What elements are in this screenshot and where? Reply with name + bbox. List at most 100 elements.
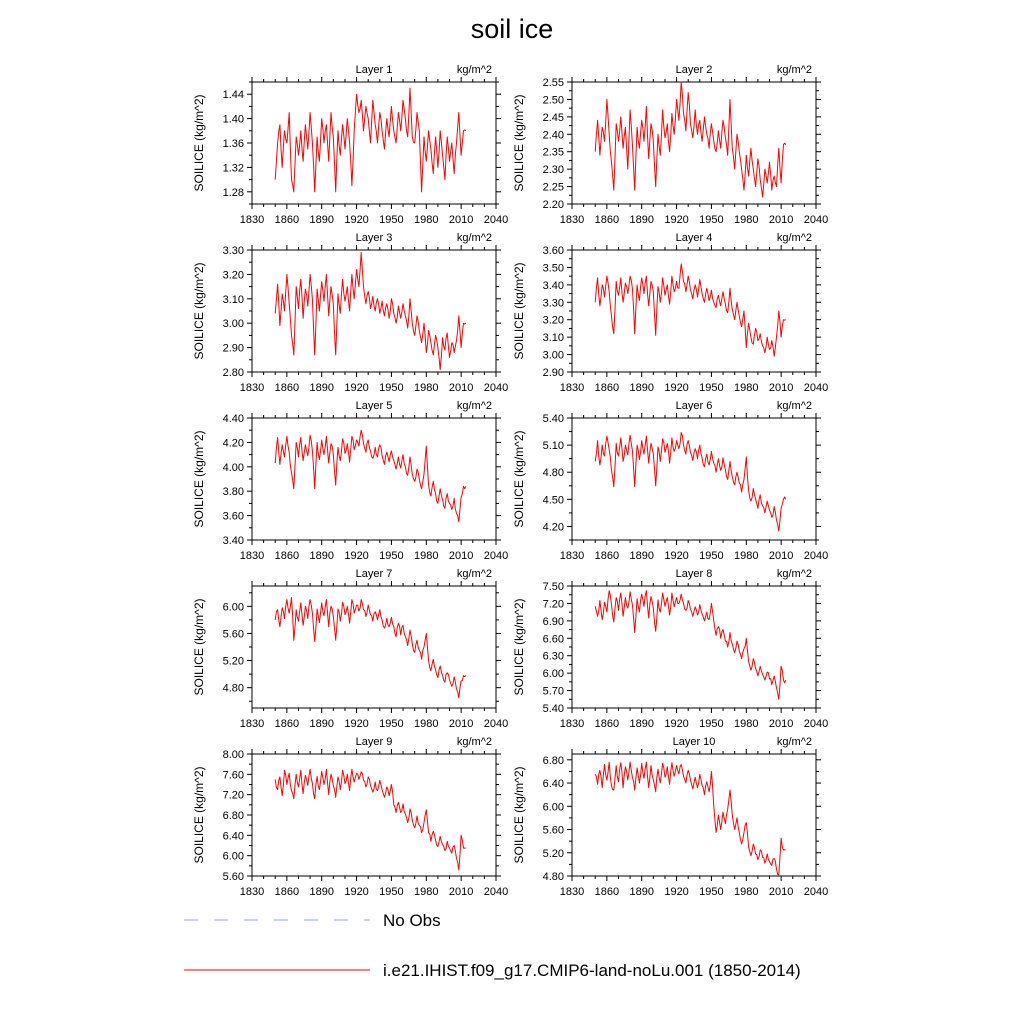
x-tick-label: 1890 (629, 214, 653, 226)
x-tick-label: 2040 (484, 214, 508, 226)
x-tick-label: 2010 (769, 886, 793, 898)
x-tick-label: 2040 (484, 550, 508, 562)
y-tick-label: 5.60 (543, 825, 564, 837)
legend-swatch-model-run (184, 969, 370, 971)
y-tick-label: 3.40 (543, 280, 564, 292)
page-title: soil ice (470, 14, 554, 44)
y-tick-label: 2.20 (543, 199, 564, 211)
y-tick-label: 4.40 (223, 413, 244, 425)
x-tick-label: 1830 (240, 382, 264, 394)
y-tick-label: 2.35 (543, 147, 564, 159)
y-axis-label: SOILICE (kg/m^2) (512, 431, 526, 528)
x-tick-label: 1890 (309, 550, 333, 562)
x-tick-label: 1860 (595, 382, 619, 394)
panel-title: Layer 2 (676, 64, 713, 76)
x-tick-label: 1920 (344, 214, 368, 226)
y-tick-label: 2.50 (543, 94, 564, 106)
x-tick-label: 1860 (275, 718, 299, 730)
y-tick-label: 2.90 (223, 343, 244, 355)
x-tick-label: 1860 (275, 382, 299, 394)
y-tick-label: 6.00 (543, 801, 564, 813)
chart-panel-layer-5: 1830 1860 1890 1920 1950 1980 2010 2040 3.40 3.60… (192, 400, 508, 562)
series-line-model (274, 597, 467, 699)
y-tick-label: 1.40 (223, 114, 244, 126)
panel-title: Layer 8 (676, 568, 713, 580)
y-tick-label: 6.40 (543, 778, 564, 790)
x-tick-label: 1920 (664, 886, 688, 898)
chart-panel-layer-9: 1830 1860 1890 1920 1950 1980 2010 2040 5.60 6.00… (192, 736, 508, 898)
y-tick-label: 5.70 (543, 686, 564, 698)
x-tick-label: 1890 (309, 382, 333, 394)
panel-units: kg/m^2 (777, 400, 812, 412)
chart-panel-layer-4: 1830 1860 1890 1920 1950 1980 2010 2040 2.90 3.00… (512, 232, 828, 394)
y-tick-label: 7.50 (543, 581, 564, 593)
y-tick-label: 2.30 (543, 164, 564, 176)
x-tick-label: 1890 (629, 382, 653, 394)
x-tick-label: 1920 (664, 718, 688, 730)
x-tick-label: 2010 (449, 886, 473, 898)
x-tick-label: 1920 (344, 718, 368, 730)
legend-swatch-no-obs (184, 919, 370, 921)
y-tick-label: 3.30 (223, 245, 244, 257)
y-tick-label: 7.60 (223, 769, 244, 781)
x-tick-label: 1830 (240, 718, 264, 730)
x-tick-label: 1980 (734, 214, 758, 226)
y-tick-label: 4.80 (543, 871, 564, 883)
plot-frame (571, 417, 817, 541)
chart-panel-layer-1: 1830 1860 1890 1920 1950 1980 2010 2040 1.28 1.32… (192, 64, 508, 226)
x-tick-label: 1920 (664, 550, 688, 562)
panel-title: Layer 3 (356, 232, 393, 244)
x-tick-label: 1950 (699, 382, 723, 394)
x-tick-label: 1980 (414, 214, 438, 226)
plot-frame (251, 249, 497, 373)
x-tick-label: 1950 (379, 550, 403, 562)
y-tick-label: 3.10 (223, 294, 244, 306)
y-axis-label: SOILICE (kg/m^2) (512, 599, 526, 696)
x-tick-label: 1830 (560, 886, 584, 898)
chart-panel-layer-2: 1830 1860 1890 1920 1950 1980 2010 2040 2.20 2.25… (512, 64, 828, 226)
y-axis-label: SOILICE (kg/m^2) (512, 263, 526, 360)
y-tick-label: 6.40 (223, 830, 244, 842)
x-tick-label: 1860 (595, 886, 619, 898)
x-tick-label: 2010 (449, 382, 473, 394)
y-tick-label: 5.40 (543, 413, 564, 425)
panel-units: kg/m^2 (777, 64, 812, 76)
y-tick-label: 7.20 (223, 790, 244, 802)
x-tick-label: 2040 (804, 718, 828, 730)
y-tick-label: 6.60 (543, 633, 564, 645)
x-tick-label: 2010 (449, 550, 473, 562)
y-tick-label: 4.80 (543, 467, 564, 479)
chart-panel-layer-3: 1830 1860 1890 1920 1950 1980 2010 2040 2.80 2.90… (192, 232, 508, 394)
y-tick-label: 1.36 (223, 138, 244, 150)
y-tick-label: 6.90 (543, 616, 564, 628)
y-tick-label: 5.60 (223, 628, 244, 640)
y-tick-label: 1.32 (223, 162, 244, 174)
panel-title: Layer 10 (673, 736, 716, 748)
y-tick-label: 2.55 (543, 77, 564, 89)
x-tick-label: 1950 (699, 550, 723, 562)
x-tick-label: 1890 (309, 718, 333, 730)
chart-panel-layer-6: 1830 1860 1890 1920 1950 1980 2010 2040 4.20 4.50… (512, 400, 828, 562)
x-tick-label: 2040 (804, 886, 828, 898)
y-tick-label: 3.20 (543, 315, 564, 327)
series-line-model (594, 761, 786, 876)
x-tick-label: 1920 (344, 550, 368, 562)
series-line-model (594, 81, 787, 198)
panel-title: Layer 9 (356, 736, 393, 748)
x-tick-label: 1920 (344, 382, 368, 394)
x-tick-label: 1830 (240, 214, 264, 226)
y-tick-label: 3.60 (543, 245, 564, 257)
y-tick-label: 6.30 (543, 651, 564, 663)
series-line-model (594, 432, 787, 532)
y-axis-label: SOILICE (kg/m^2) (512, 767, 526, 864)
x-tick-label: 1830 (240, 550, 264, 562)
y-tick-label: 5.20 (223, 656, 244, 668)
series-line-model (274, 251, 467, 371)
panel-units: kg/m^2 (457, 736, 492, 748)
y-tick-label: 3.00 (543, 350, 564, 362)
x-tick-label: 1950 (699, 214, 723, 226)
y-tick-label: 3.30 (543, 297, 564, 309)
x-tick-label: 1920 (664, 382, 688, 394)
chart-panel-layer-10: 1830 1860 1890 1920 1950 1980 2010 2040 4.80 5.20… (512, 736, 828, 898)
